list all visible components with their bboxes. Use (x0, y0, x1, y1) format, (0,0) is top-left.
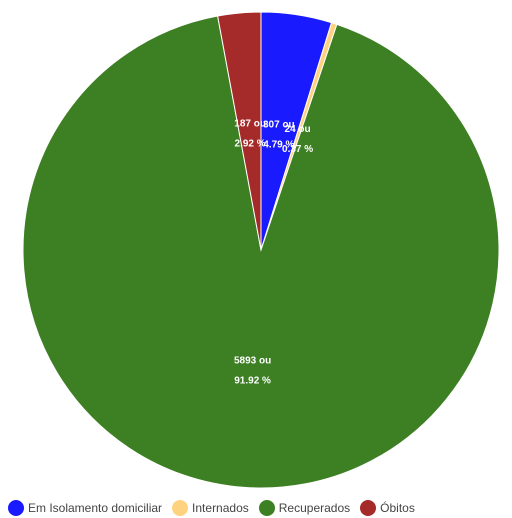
legend-label-internados: Internados (192, 500, 249, 515)
slice-label-percent-obitos: 2.92 % (235, 138, 266, 149)
legend-swatch-recuperados (258, 499, 275, 516)
slice-label-recuperados: 5893 ou 91.92 % (234, 356, 271, 387)
pie-slice-recuperados[interactable] (22, 15, 500, 489)
slice-label-isolamento: 307 ou 4.79 % (263, 119, 295, 150)
legend-item-internados[interactable]: Internados (172, 499, 249, 516)
slice-label-count-recuperados: 5893 ou (234, 356, 271, 367)
slice-label-percent-internados: 0.37 % (282, 144, 313, 155)
slice-label-internados: 24 ou 0.37 % (282, 124, 313, 155)
legend-swatch-obitos (360, 499, 377, 516)
legend-swatch-isolamento (8, 499, 24, 516)
slice-label-obitos: 187 ou 2.92 % (234, 118, 266, 149)
legend-item-isolamento[interactable]: Em Isolamento domiciliar (8, 499, 163, 516)
slice-label-count-internados: 24 ou (285, 124, 311, 135)
legend-item-obitos[interactable]: Óbitos (360, 499, 415, 516)
pie-chart: 307 ou 4.79 % 24 ou 0.37 % 5893 ou 91.92 % 187… (22, 11, 500, 489)
legend-swatch-internados (172, 499, 189, 516)
legend: Em Isolamento domiciliar Internados Recu… (0, 497, 512, 518)
legend-label-obitos: Óbitos (380, 500, 415, 515)
slice-label-count-obitos: 187 ou (234, 118, 266, 129)
legend-label-isolamento: Em Isolamento domiciliar (28, 500, 163, 515)
legend-item-recuperados[interactable]: Recuperados (258, 499, 351, 516)
slice-label-percent-isolamento: 4.79 % (263, 139, 294, 150)
legend-label-recuperados: Recuperados (278, 500, 351, 515)
pie-slice-obitos[interactable] (217, 11, 262, 251)
slice-label-percent-recuperados: 91.92 % (234, 376, 271, 387)
slice-label-count-isolamento: 307 ou (263, 119, 295, 130)
